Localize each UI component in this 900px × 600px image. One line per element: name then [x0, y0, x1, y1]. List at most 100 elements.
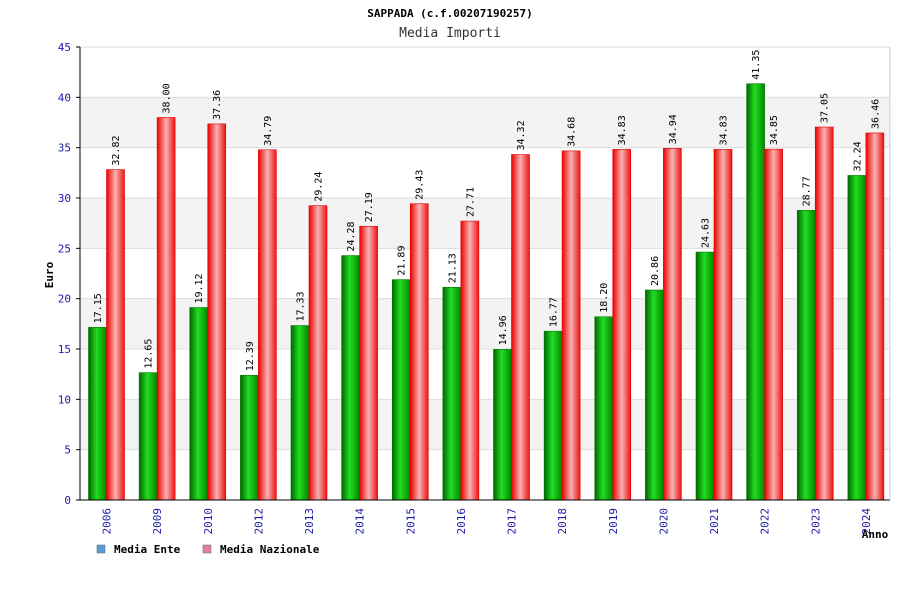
bar-media-nazionale-2018 [561, 150, 581, 501]
data-label: 34.68 [567, 117, 578, 147]
x-tick-label-2020: 2020 [657, 508, 670, 535]
data-label: 32.82 [111, 136, 122, 166]
data-label: 28.77 [802, 176, 813, 206]
data-label: 34.79 [263, 116, 274, 146]
bar-media-nazionale-2013 [308, 205, 328, 501]
data-label: 17.15 [93, 293, 104, 323]
data-label: 21.13 [447, 253, 458, 283]
chart-subtitle: Media Importi [399, 26, 501, 41]
data-label: 24.28 [346, 221, 357, 251]
y-tick-label: 30 [58, 192, 71, 205]
data-label: 34.32 [516, 120, 527, 150]
bar-media-nazionale-2022 [764, 148, 783, 501]
y-tick-label: 15 [58, 343, 71, 356]
bar-media-nazionale-2015 [409, 203, 429, 501]
x-tick-label-2024: 2024 [860, 508, 873, 535]
bar-media-nazionale-2020 [663, 147, 682, 501]
data-label: 21.89 [397, 246, 408, 276]
bar-media-ente-2012 [240, 374, 259, 501]
data-label: 16.77 [549, 297, 560, 327]
bar-media-ente-2019 [594, 316, 614, 501]
y-tick-label: 5 [64, 444, 71, 457]
data-label: 27.71 [465, 187, 476, 217]
y-tick-label: 40 [58, 91, 71, 104]
data-label: 29.43 [415, 170, 426, 200]
plot-band [80, 47, 890, 98]
x-tick-label-2010: 2010 [202, 508, 215, 535]
bar-series: 17.15 32.82 12.65 38.00 19.12 37.36 12.39 34.79… [88, 50, 885, 501]
bar-media-nazionale-2019 [612, 149, 632, 501]
bar-media-ente-2023 [796, 210, 816, 501]
legend: Media Ente Media Nazionale [96, 543, 320, 556]
data-label: 24.63 [701, 218, 712, 248]
y-tick-label: 20 [58, 293, 71, 306]
data-label: 18.20 [599, 283, 610, 313]
y-tick-label: 0 [64, 494, 71, 507]
x-tick-label-2014: 2014 [354, 508, 367, 535]
bar-media-nazionale-2016 [460, 220, 480, 501]
x-tick-label-2012: 2012 [252, 508, 265, 535]
bar-media-ente-2020 [645, 289, 664, 501]
bar-media-nazionale-2009 [156, 117, 176, 501]
bar-media-nazionale-2023 [814, 126, 834, 501]
legend-swatch-media-nazionale [202, 544, 212, 554]
y-tick-label: 45 [58, 41, 71, 54]
legend-label-media-ente: Media Ente [114, 543, 181, 556]
y-axis-title: Euro [43, 261, 56, 288]
bar-media-nazionale-2017 [511, 154, 530, 501]
chart-title: SAPPADA (c.f.00207190257) [367, 7, 533, 20]
x-tick-label-2022: 2022 [759, 508, 772, 535]
y-tick-label: 35 [58, 142, 71, 155]
legend-swatch-media-ente [96, 544, 106, 554]
bar-media-ente-2017 [493, 349, 512, 501]
data-label: 14.96 [498, 315, 509, 345]
data-label: 41.35 [751, 50, 762, 80]
axes [79, 47, 891, 501]
bar-media-ente-2016 [442, 286, 462, 501]
bar-media-ente-2021 [695, 251, 715, 501]
data-label: 38.00 [162, 83, 173, 113]
x-tick-label-2006: 2006 [101, 508, 114, 535]
data-label: 27.19 [364, 192, 375, 222]
x-tick-label-2013: 2013 [303, 508, 316, 535]
bar-media-nazionale-2021 [713, 149, 733, 501]
x-axis-ticks: 2006 2009 2010 2012 2013 2014 2015 2016 2017 2018… [101, 508, 873, 535]
bar-media-nazionale-2012 [258, 149, 277, 501]
bar-media-nazionale-2014 [359, 225, 378, 501]
data-label: 12.39 [245, 341, 256, 371]
bar-media-nazionale-2024 [865, 132, 885, 501]
x-tick-label-2009: 2009 [151, 508, 164, 535]
bar-media-nazionale-2010 [207, 123, 227, 501]
y-tick-label: 10 [58, 393, 71, 406]
bar-media-ente-2009 [138, 372, 158, 501]
bar-media-ente-2018 [543, 330, 563, 501]
x-tick-label-2018: 2018 [556, 508, 569, 535]
data-label: 19.12 [194, 273, 205, 303]
bar-media-ente-2022 [746, 83, 765, 501]
data-label: 20.86 [650, 256, 661, 286]
x-tick-label-2019: 2019 [607, 508, 620, 535]
bar-media-ente-2013 [290, 325, 310, 501]
data-label: 32.24 [852, 141, 863, 171]
x-tick-label-2023: 2023 [809, 508, 822, 535]
data-label: 37.36 [212, 90, 223, 120]
bar-media-ente-2024 [847, 175, 867, 501]
legend-label-media-nazionale: Media Nazionale [220, 543, 320, 556]
data-label: 34.85 [769, 115, 780, 145]
data-label: 12.65 [144, 339, 155, 369]
y-axis-ticks: 0 5 10 15 20 25 30 35 40 45 [58, 41, 80, 507]
data-label: 34.83 [617, 115, 628, 145]
x-tick-label-2017: 2017 [506, 508, 519, 535]
data-label: 34.94 [668, 114, 679, 144]
data-label: 36.46 [870, 99, 881, 129]
bar-media-ente-2015 [391, 279, 411, 501]
x-axis-title: Anno [862, 528, 889, 541]
data-label: 37.05 [820, 93, 831, 123]
y-tick-label: 25 [58, 242, 71, 255]
data-label: 29.24 [314, 172, 325, 202]
bar-media-nazionale-2006 [106, 169, 125, 501]
data-label: 17.33 [296, 291, 307, 321]
bar-media-ente-2010 [189, 307, 209, 501]
x-tick-label-2015: 2015 [404, 508, 417, 535]
